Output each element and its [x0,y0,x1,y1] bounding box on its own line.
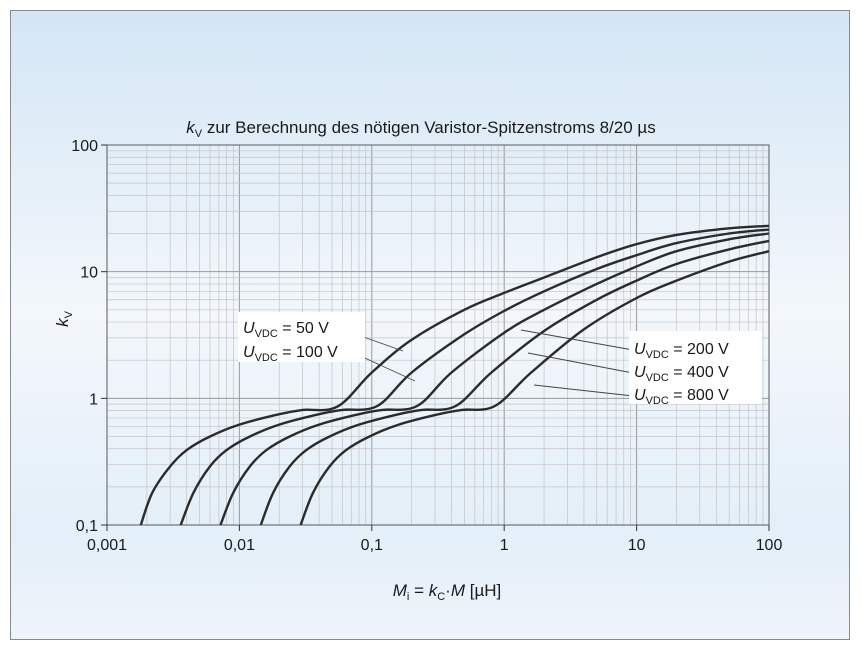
label-box [238,312,365,362]
series-line-2 [219,232,770,526]
curves [139,224,770,526]
x-tick-label: 0,01 [224,537,255,554]
x-tick-label: 0,001 [87,537,127,554]
series-line-1 [179,228,770,526]
y-tick-label: 100 [71,138,98,155]
plot-area [106,144,770,526]
x-tick-label: 0,1 [361,537,383,554]
y-axis-label: kV [53,310,75,327]
y-tick-label: 10 [80,265,98,282]
x-tick-label: 10 [628,537,646,554]
series-label: UVDC = 400 V [634,364,729,384]
series-label: UVDC = 50 V [243,320,329,340]
series-line-3 [259,239,770,526]
series-label: UVDC = 800 V [634,387,729,407]
y-tick-label: 1 [89,391,98,408]
series-line-0 [139,224,770,526]
label-box [629,331,762,404]
series-label: UVDC = 100 V [243,344,338,364]
figure-frame: 0,001 0,01 0,1 1 10 100 0,1 1 10 100 kV zur Berec… [10,10,850,640]
leader-line [527,352,634,374]
series-line-4 [299,250,770,526]
x-tick-label: 100 [756,537,783,554]
axes: 0,001 0,01 0,1 1 10 100 0,1 1 10 100 [71,138,782,554]
chart: 0,001 0,01 0,1 1 10 100 0,1 1 10 100 kV zur Berec… [53,118,782,603]
x-tick-label: 1 [500,537,509,554]
series-labels: UVDC = 50 V UVDC = 100 V UVDC = 200 V UVDC … [238,312,762,407]
leader-line [533,384,634,397]
chart-title: kV zur Berechnung des nötigen Varistor-S… [186,118,655,140]
x-axis-label: Mi = kC·M [µH] [393,581,502,603]
leader-line [355,353,416,382]
y-tick-label: 0,1 [76,518,98,535]
leader-line [520,329,634,351]
series-label: UVDC = 200 V [634,341,729,361]
